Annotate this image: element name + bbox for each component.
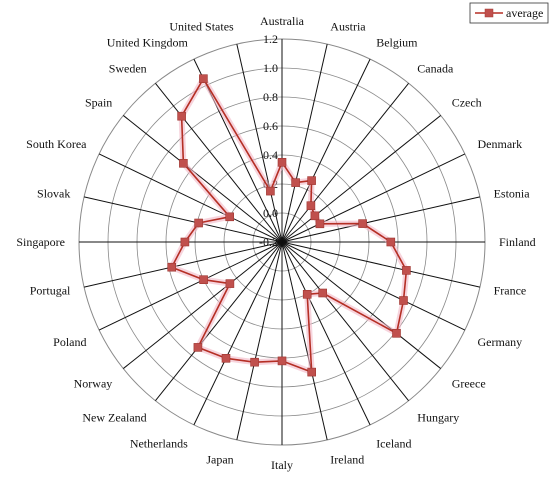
data-point-marker [225, 279, 235, 288]
category-label: Spain [85, 96, 112, 110]
category-label: Czech [452, 96, 482, 110]
category-label: Hungary [417, 411, 459, 425]
spoke-line [281, 241, 466, 331]
data-point-marker [307, 176, 316, 185]
category-label: United States [169, 19, 234, 33]
data-point-marker [194, 218, 203, 228]
data-point-marker [402, 266, 411, 275]
legend-box [469, 2, 549, 24]
spoke-line [281, 115, 442, 243]
data-point-marker [306, 201, 316, 210]
category-label: Slovak [37, 187, 70, 201]
spoke-line [281, 241, 371, 426]
category-label: Denmark [478, 137, 523, 151]
spoke-line [155, 82, 283, 243]
category-label: France [494, 283, 527, 297]
category-label: Italy [271, 458, 293, 472]
series-line [170, 77, 408, 373]
data-point-marker [199, 275, 208, 285]
radial-tick-label: 0.6 [263, 119, 278, 133]
radial-tick-label: 0.4 [263, 148, 278, 162]
spoke-line [281, 196, 481, 243]
radial-tick-label: 0.0 [263, 206, 278, 220]
tick-layer: -0.20.00.20.40.60.81.01.2 [259, 32, 278, 249]
series-layer [167, 74, 411, 377]
spoke-line [193, 241, 283, 426]
data-point-marker [180, 237, 190, 247]
spoke-line [281, 58, 371, 243]
radial-tick-label: -0.2 [259, 235, 278, 249]
spoke-layer [79, 39, 485, 445]
data-point-marker [399, 296, 408, 305]
data-point-marker [266, 186, 275, 196]
data-point-marker [315, 219, 325, 229]
spoke-line [122, 241, 283, 369]
spoke-line [236, 241, 283, 441]
spoke-line [281, 241, 328, 441]
data-point-marker [199, 74, 208, 83]
spoke-line [281, 241, 409, 402]
category-label: Singapore [16, 235, 65, 249]
spoke-line [281, 82, 409, 243]
category-label: Japan [206, 453, 233, 467]
category-label: Germany [478, 335, 523, 349]
data-point-marker [310, 211, 320, 221]
data-point-marker [225, 212, 234, 222]
spoke-line [281, 153, 466, 243]
category-label: Estonia [494, 187, 531, 201]
data-point-marker [177, 111, 186, 121]
data-point-marker [291, 178, 300, 187]
category-label: Australia [260, 14, 305, 28]
category-label: United Kingdom [107, 36, 189, 50]
category-label: Canada [417, 61, 454, 75]
radial-tick-label: 0.8 [263, 90, 278, 104]
data-point-marker [193, 343, 203, 352]
data-point-marker [221, 353, 231, 363]
legend: average [469, 2, 549, 24]
data-point-marker [277, 356, 287, 366]
data-point-marker [392, 328, 401, 338]
spoke-line [155, 241, 283, 402]
data-point-marker [167, 262, 176, 272]
category-label: Greece [452, 376, 486, 390]
spoke-line [83, 196, 283, 243]
spoke-line [281, 43, 328, 243]
data-point-marker [307, 367, 317, 377]
legend-label: average [506, 6, 543, 20]
spoke-line [98, 241, 283, 331]
category-label: Sweden [109, 61, 147, 75]
category-label: Iceland [376, 437, 411, 451]
spoke-line [98, 153, 283, 243]
category-label: Finland [499, 235, 536, 249]
legend-marker-swatch [484, 8, 494, 18]
category-label: Norway [74, 376, 113, 390]
data-point-marker [302, 289, 312, 299]
data-point-marker [277, 158, 287, 167]
spoke-line [122, 115, 283, 243]
category-label: Portugal [30, 283, 71, 297]
category-label: Ireland [330, 453, 364, 467]
category-label: Poland [53, 335, 86, 349]
category-label-layer: Australia Austria Belgium Canada Czech Denmar… [16, 14, 535, 472]
category-label: New Zealand [82, 411, 146, 425]
radial-tick-label: 1.2 [263, 32, 278, 46]
spoke-line [281, 241, 481, 288]
data-point-marker [358, 219, 367, 228]
spoke-line [281, 241, 442, 369]
data-point-marker [250, 357, 259, 367]
data-point-marker [179, 159, 188, 168]
category-label: South Korea [26, 137, 87, 151]
spoke-line [236, 43, 283, 243]
category-label: Belgium [376, 36, 418, 50]
data-point-marker [386, 237, 396, 247]
category-label: Austria [330, 19, 366, 33]
data-point-marker [318, 288, 328, 298]
radial-tick-label: 1.0 [263, 61, 278, 75]
category-label: Netherlands [130, 437, 188, 451]
spoke-line [83, 241, 283, 288]
